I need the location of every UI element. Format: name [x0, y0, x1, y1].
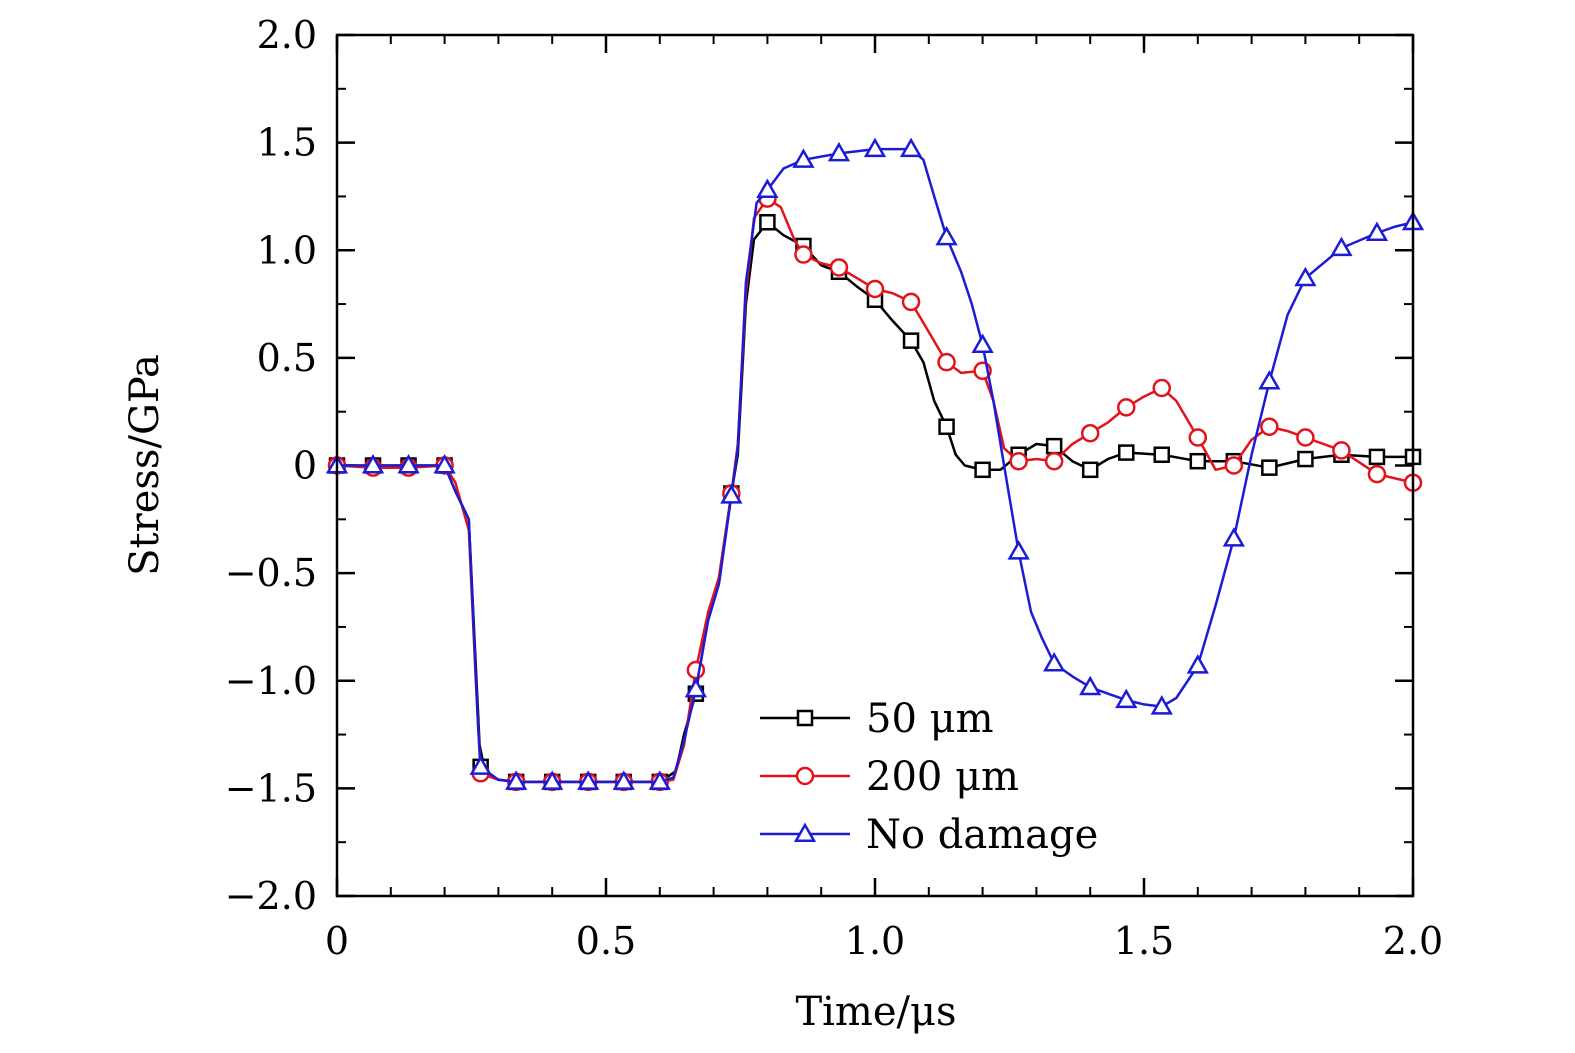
- series-marker-triangle: [792, 148, 815, 168]
- x-tick-label: 1.0: [845, 919, 905, 963]
- y-tick-label: 2.0: [257, 13, 317, 57]
- series-triangle: [325, 137, 1425, 790]
- series-marker-triangle: [541, 770, 564, 790]
- x-tick-label: 2.0: [1383, 919, 1443, 963]
- series-marker-triangle: [935, 225, 958, 246]
- series-marker-circle: [1296, 428, 1315, 447]
- series-marker-triangle: [684, 677, 707, 698]
- series-marker-circle: [1224, 456, 1244, 475]
- x-tick-label: 0: [325, 919, 349, 963]
- series-marker-triangle: [720, 484, 743, 504]
- legend-label: No damage: [866, 812, 1098, 858]
- series-layer: [325, 137, 1425, 792]
- series-marker-square: [1153, 446, 1171, 463]
- legend-marker-circle: [795, 766, 815, 786]
- series-marker-circle: [1332, 441, 1351, 460]
- series-marker-triangle: [1330, 236, 1353, 257]
- series-marker-circle: [1152, 378, 1172, 398]
- series-marker-square: [1297, 450, 1314, 468]
- series-marker-circle: [1260, 417, 1279, 437]
- y-tick-label: 1.0: [257, 228, 317, 272]
- y-tick-label: −1.0: [225, 659, 317, 703]
- series-marker-triangle: [433, 453, 456, 474]
- y-tick-label: 0.5: [257, 336, 317, 380]
- series-marker-circle: [794, 245, 813, 264]
- series-marker-triangle: [469, 755, 492, 775]
- series-marker-circle: [1188, 428, 1208, 447]
- x-tick-label: 1.5: [1114, 919, 1174, 963]
- series-marker-square: [759, 214, 776, 231]
- series-marker-triangle: [756, 178, 779, 198]
- series-marker-triangle: [505, 770, 528, 790]
- legend-entry: No damage: [760, 812, 1098, 858]
- series-marker-triangle: [1186, 654, 1209, 674]
- series-marker-triangle: [1365, 221, 1389, 242]
- series-marker-circle: [1044, 451, 1064, 471]
- series-marker-triangle: [899, 137, 923, 158]
- series-marker-triangle: [971, 333, 994, 353]
- series-marker-triangle: [1222, 527, 1245, 547]
- legend-label: 200 μm: [866, 754, 1019, 800]
- series-marker-square: [1081, 461, 1099, 479]
- legend-entry: 50 μm: [760, 696, 994, 742]
- series-marker-triangle: [1079, 675, 1102, 696]
- series-marker-square: [1117, 444, 1135, 461]
- legend-marker-triangle: [793, 822, 817, 842]
- series-marker-triangle: [577, 770, 600, 790]
- series-marker-triangle: [1007, 540, 1030, 560]
- legend: 50 μm 200 μm No damage: [760, 696, 1098, 858]
- series-marker-square: [974, 461, 991, 479]
- series-marker-circle: [865, 279, 885, 299]
- series-marker-triangle: [1258, 370, 1281, 390]
- series-marker-triangle: [827, 141, 851, 162]
- y-tick-label: −2.0: [225, 874, 317, 918]
- series-marker-square: [938, 418, 955, 436]
- series-marker-circle: [1116, 398, 1136, 417]
- series-marker-square: [1189, 452, 1207, 470]
- series-marker-circle: [901, 292, 921, 312]
- series-marker-square: [1261, 459, 1278, 476]
- series-marker-triangle: [1150, 695, 1173, 715]
- series-marker-triangle: [612, 770, 635, 790]
- legend-entry: 200 μm: [760, 754, 1019, 800]
- series-marker-triangle: [648, 770, 671, 790]
- y-tick-label: −0.5: [225, 551, 317, 595]
- legend-label: 50 μm: [866, 696, 994, 742]
- series-marker-triangle: [1294, 266, 1317, 287]
- series-marker-circle: [1367, 464, 1387, 484]
- tick-labels: 0 0.5 1.0 1.5 2.0 2.0 1.5 1.0 0.5 0 −0.5 −1.0 −1.5 −2…: [225, 13, 1444, 963]
- series-marker-triangle: [397, 453, 420, 474]
- series-marker-triangle: [1043, 652, 1066, 672]
- x-axis-title: Time/μs: [795, 989, 956, 1035]
- series-marker-triangle: [863, 137, 887, 158]
- series-marker-triangle: [1115, 688, 1138, 709]
- series-marker-circle: [937, 352, 956, 372]
- series-marker-square: [902, 332, 920, 349]
- y-tick-label: 0: [293, 444, 317, 488]
- series-line-triangle: [337, 147, 1414, 784]
- series-marker-circle: [1080, 423, 1100, 443]
- series-marker-circle: [1009, 451, 1028, 471]
- x-tick-label: 0.5: [576, 919, 636, 963]
- y-tick-label: 1.5: [257, 121, 317, 165]
- series-marker-square: [1045, 437, 1063, 455]
- y-axis-title: Stress/GPa: [122, 354, 168, 576]
- series-marker-square: [1368, 448, 1386, 466]
- plot-frame: [335, 33, 1415, 898]
- series-marker-circle: [829, 258, 849, 277]
- series-marker-triangle: [361, 453, 385, 474]
- y-tick-label: −1.5: [225, 766, 317, 810]
- legend-marker-square: [796, 709, 814, 727]
